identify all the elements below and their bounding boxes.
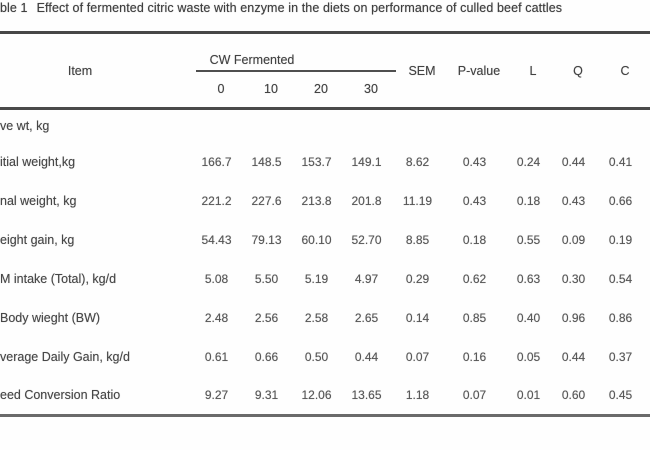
- table-caption: ble 1 Effect of fermented citric waste wi…: [0, 0, 650, 31]
- item-cell: nal weight, kg: [0, 194, 77, 208]
- value-cell: 2.58: [304, 311, 329, 325]
- col-header-linear: L: [529, 63, 537, 78]
- value-cell: 0.40: [516, 311, 541, 325]
- value-cell: 9.31: [254, 388, 279, 403]
- value-cell: 79.13: [251, 233, 282, 247]
- value-cell: 0.07: [405, 350, 430, 364]
- section-row-live-weight: ve wt, kg: [0, 107, 650, 143]
- value-cell: 0.07: [462, 388, 487, 403]
- value-cell: 0.60: [561, 388, 586, 403]
- value-cell: 0.44: [561, 350, 586, 364]
- col-header-cubic: C: [620, 63, 630, 78]
- table-row: itial weight,kg 166.7 148.5 153.7 149.1 …: [0, 143, 650, 182]
- table-header: Item CW Fermented SEM P-value L Q C 0 10…: [0, 32, 650, 109]
- section-label: ve wt, kg: [0, 107, 650, 143]
- table-row: nal weight, kg 221.2 227.6 213.8 201.8 1…: [0, 182, 650, 221]
- value-cell: 0.16: [462, 350, 487, 364]
- value-cell: 8.62: [405, 155, 430, 169]
- table-caption-number: ble 1: [0, 1, 28, 15]
- value-cell: 0.44: [561, 155, 586, 169]
- value-cell: 1.18: [405, 388, 430, 403]
- value-cell: 8.85: [405, 233, 430, 247]
- col-header-dose-30: 30: [364, 82, 378, 97]
- value-cell: 4.97: [354, 272, 379, 286]
- table-row: eed Conversion Ratio 9.27 9.31 12.06 13.…: [0, 377, 650, 416]
- col-header-item: Item: [67, 63, 93, 78]
- value-cell: 5.08: [204, 272, 229, 286]
- value-cell: 5.19: [304, 272, 329, 286]
- value-cell: 0.05: [516, 350, 541, 364]
- value-cell: 0.62: [462, 272, 487, 286]
- value-cell: 60.10: [301, 233, 332, 247]
- value-cell: 2.56: [254, 311, 279, 325]
- value-cell: 11.19: [402, 194, 433, 208]
- value-cell: 0.44: [354, 350, 379, 364]
- value-cell: 0.63: [516, 272, 541, 286]
- value-cell: 227.6: [251, 194, 282, 208]
- item-cell: M intake (Total), kg/d: [0, 272, 117, 286]
- value-cell: 54.43: [201, 233, 232, 247]
- table-row: verage Daily Gain, kg/d 0.61 0.66 0.50 0…: [0, 338, 650, 377]
- value-cell: 0.19: [608, 233, 633, 247]
- col-group-header-cw-fermented: CW Fermented: [196, 32, 396, 72]
- value-cell: 5.50: [254, 272, 279, 286]
- value-cell: 0.18: [462, 233, 487, 247]
- value-cell: 0.18: [516, 194, 541, 208]
- col-header-p-value: P-value: [457, 63, 501, 78]
- table-row: M intake (Total), kg/d 5.08 5.50 5.19 4.…: [0, 260, 650, 299]
- value-cell: 0.41: [608, 155, 633, 169]
- value-cell: 0.09: [561, 233, 586, 247]
- value-cell: 9.27: [204, 388, 229, 403]
- value-cell: 213.8: [301, 194, 332, 208]
- col-header-dose-20: 20: [314, 82, 328, 97]
- item-cell: eight gain, kg: [0, 233, 75, 247]
- table-caption-text: Effect of fermented citric waste with en…: [36, 1, 563, 15]
- value-cell: 0.55: [516, 233, 541, 247]
- value-cell: 2.65: [354, 311, 379, 325]
- value-cell: 221.2: [201, 194, 232, 208]
- value-cell: 0.86: [608, 311, 633, 325]
- value-cell: 0.43: [561, 194, 586, 208]
- value-cell: 0.30: [561, 272, 586, 286]
- value-cell: 0.96: [561, 311, 586, 325]
- col-header-dose-10: 10: [264, 82, 278, 97]
- value-cell: 0.29: [405, 272, 430, 286]
- value-cell: 0.66: [608, 194, 633, 208]
- item-cell: Body wieght (BW): [0, 311, 101, 325]
- value-cell: 201.8: [351, 194, 382, 208]
- col-header-sem: SEM: [408, 63, 436, 78]
- value-cell: 0.54: [608, 272, 633, 286]
- value-cell: 148.5: [251, 155, 282, 169]
- value-cell: 0.45: [608, 388, 633, 403]
- value-cell: 0.61: [204, 350, 229, 364]
- table-row: eight gain, kg 54.43 79.13 60.10 52.70 8…: [0, 221, 650, 260]
- value-cell: 0.85: [462, 311, 487, 325]
- value-cell: 0.43: [462, 155, 487, 169]
- value-cell: 2.48: [204, 311, 229, 325]
- value-cell: 0.37: [608, 350, 633, 364]
- performance-results-table: Item CW Fermented SEM P-value L Q C 0 10…: [0, 31, 650, 417]
- table-body: ve wt, kg itial weight,kg 166.7 148.5 15…: [0, 107, 650, 416]
- item-cell: itial weight,kg: [0, 155, 76, 169]
- value-cell: 12.06: [301, 388, 332, 403]
- value-cell: 0.50: [304, 350, 329, 364]
- value-cell: 52.70: [351, 233, 382, 247]
- value-cell: 13.65: [351, 388, 382, 403]
- value-cell: 0.14: [405, 311, 430, 325]
- value-cell: 0.01: [516, 388, 541, 403]
- value-cell: 149.1: [351, 155, 382, 169]
- value-cell: 0.66: [254, 350, 279, 364]
- item-cell: verage Daily Gain, kg/d: [0, 350, 130, 364]
- value-cell: 0.24: [516, 155, 541, 169]
- value-cell: 0.43: [462, 194, 487, 208]
- col-header-dose-0: 0: [217, 82, 225, 97]
- col-header-quadratic: Q: [573, 63, 583, 78]
- value-cell: 166.7: [201, 155, 232, 169]
- value-cell: 153.7: [301, 155, 332, 169]
- table-row: Body wieght (BW) 2.48 2.56 2.58 2.65 0.1…: [0, 299, 650, 338]
- item-cell: eed Conversion Ratio: [0, 388, 121, 403]
